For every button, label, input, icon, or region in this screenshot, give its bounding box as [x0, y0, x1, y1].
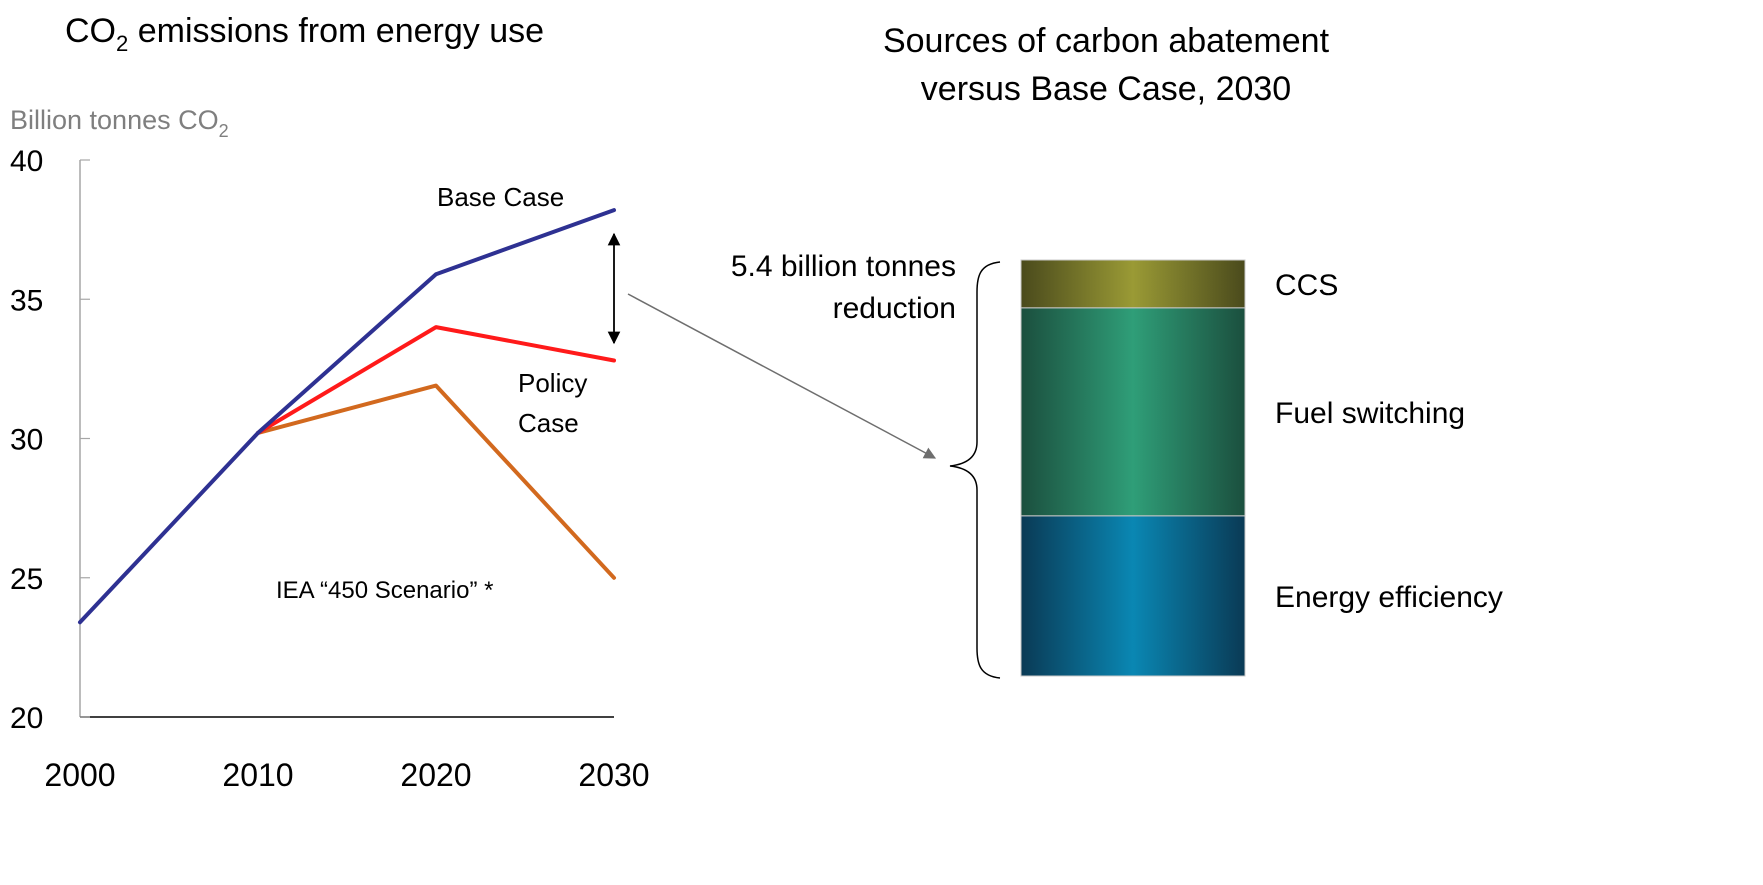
label-iea: IEA “450 Scenario” *: [276, 577, 493, 604]
stack-label-2: CCS: [1275, 269, 1338, 302]
connector-arrow: [627, 293, 937, 459]
curly-brace: [949, 261, 1001, 679]
y-tick-label: 25: [10, 563, 43, 596]
stack-label-0: Energy efficiency: [1275, 581, 1503, 614]
x-ticks: 2000 2010 2020 2030: [44, 757, 649, 793]
stacked-bar-labels: Energy efficiency Fuel switching CCS: [1275, 269, 1503, 614]
right-chart-title-line1: Sources of carbon abatement: [883, 22, 1330, 60]
y-tick-label: 40: [10, 145, 43, 178]
series-line-2: [256, 383, 616, 580]
label-base-case: Base Case: [437, 182, 564, 212]
x-tick-label: 2000: [44, 757, 115, 793]
stack-segment-1: [1020, 307, 1246, 517]
x-tick-label: 2010: [222, 757, 293, 793]
stack-segment-0: [1020, 515, 1246, 677]
label-policy-line2: Case: [518, 408, 579, 438]
y-tick-label: 30: [10, 424, 43, 457]
series-group: [78, 208, 616, 625]
x-tick-label: 2020: [400, 757, 471, 793]
reduction-label-line1: 5.4 billion tonnes: [731, 250, 956, 283]
left-chart-title: CO2 emissions from energy use: [65, 12, 544, 56]
axes: [79, 160, 614, 718]
label-policy-line1: Policy: [518, 368, 587, 398]
right-chart-title-line2: versus Base Case, 2030: [921, 70, 1291, 108]
reduction-label-line2: reduction: [833, 292, 956, 325]
stack-label-1: Fuel switching: [1275, 397, 1465, 430]
series-line-1: [256, 325, 616, 435]
y-ticks: 40 35 30 25 20: [10, 145, 90, 735]
stacked-bar: [1020, 259, 1246, 677]
y-tick-label: 20: [10, 702, 43, 735]
series-line-0: [78, 208, 616, 625]
stack-segment-2: [1020, 259, 1246, 309]
y-tick-label: 35: [10, 284, 43, 317]
x-tick-label: 2030: [578, 757, 649, 793]
y-axis-label: Billion tonnes CO2: [10, 105, 229, 141]
